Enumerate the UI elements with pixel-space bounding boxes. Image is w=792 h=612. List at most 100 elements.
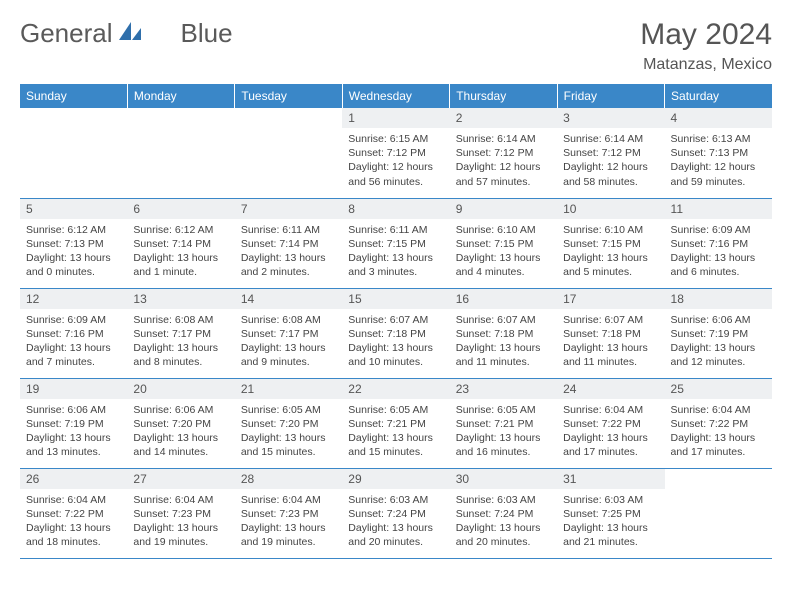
day-number: 19 <box>20 379 127 399</box>
calendar-week-row: 26Sunrise: 6:04 AMSunset: 7:22 PMDayligh… <box>20 468 772 558</box>
day-number: 27 <box>127 469 234 489</box>
calendar-body: 1Sunrise: 6:15 AMSunset: 7:12 PMDaylight… <box>20 108 772 558</box>
day-number: 15 <box>342 289 449 309</box>
day-number: 10 <box>557 199 664 219</box>
brand-text-2: Blue <box>181 18 233 49</box>
day-details: Sunrise: 6:07 AMSunset: 7:18 PMDaylight:… <box>450 309 557 374</box>
calendar-day-cell: 28Sunrise: 6:04 AMSunset: 7:23 PMDayligh… <box>235 468 342 558</box>
calendar-week-row: 12Sunrise: 6:09 AMSunset: 7:16 PMDayligh… <box>20 288 772 378</box>
day-number: 7 <box>235 199 342 219</box>
day-details: Sunrise: 6:08 AMSunset: 7:17 PMDaylight:… <box>235 309 342 374</box>
day-number: 20 <box>127 379 234 399</box>
day-details: Sunrise: 6:09 AMSunset: 7:16 PMDaylight:… <box>20 309 127 374</box>
calendar-day-cell: 10Sunrise: 6:10 AMSunset: 7:15 PMDayligh… <box>557 198 664 288</box>
day-details: Sunrise: 6:03 AMSunset: 7:24 PMDaylight:… <box>342 489 449 554</box>
day-number: 23 <box>450 379 557 399</box>
day-number: 31 <box>557 469 664 489</box>
title-block: May 2024 Matanzas, Mexico <box>640 18 772 74</box>
topbar: General Blue May 2024 Matanzas, Mexico <box>20 18 772 74</box>
calendar-day-cell: 7Sunrise: 6:11 AMSunset: 7:14 PMDaylight… <box>235 198 342 288</box>
day-number: 12 <box>20 289 127 309</box>
day-details: Sunrise: 6:06 AMSunset: 7:19 PMDaylight:… <box>20 399 127 464</box>
sail-icon <box>117 18 143 49</box>
brand-logo: General Blue <box>20 18 233 49</box>
day-number: 18 <box>665 289 772 309</box>
day-details: Sunrise: 6:15 AMSunset: 7:12 PMDaylight:… <box>342 128 449 193</box>
day-details: Sunrise: 6:14 AMSunset: 7:12 PMDaylight:… <box>557 128 664 193</box>
weekday-header: Saturday <box>665 84 772 108</box>
weekday-header: Tuesday <box>235 84 342 108</box>
calendar-day-cell: 3Sunrise: 6:14 AMSunset: 7:12 PMDaylight… <box>557 108 664 198</box>
day-details: Sunrise: 6:10 AMSunset: 7:15 PMDaylight:… <box>450 219 557 284</box>
brand-text-1: General <box>20 18 113 49</box>
day-number: 14 <box>235 289 342 309</box>
day-details: Sunrise: 6:11 AMSunset: 7:14 PMDaylight:… <box>235 219 342 284</box>
day-number: 5 <box>20 199 127 219</box>
calendar-day-cell: 9Sunrise: 6:10 AMSunset: 7:15 PMDaylight… <box>450 198 557 288</box>
weekday-header: Monday <box>127 84 234 108</box>
weekday-header: Friday <box>557 84 664 108</box>
calendar-day-cell: 15Sunrise: 6:07 AMSunset: 7:18 PMDayligh… <box>342 288 449 378</box>
day-number: 22 <box>342 379 449 399</box>
calendar-day-cell: 27Sunrise: 6:04 AMSunset: 7:23 PMDayligh… <box>127 468 234 558</box>
calendar-day-cell: 24Sunrise: 6:04 AMSunset: 7:22 PMDayligh… <box>557 378 664 468</box>
weekday-header: Thursday <box>450 84 557 108</box>
calendar-day-cell: 2Sunrise: 6:14 AMSunset: 7:12 PMDaylight… <box>450 108 557 198</box>
calendar-day-cell: 22Sunrise: 6:05 AMSunset: 7:21 PMDayligh… <box>342 378 449 468</box>
day-details: Sunrise: 6:06 AMSunset: 7:19 PMDaylight:… <box>665 309 772 374</box>
day-details: Sunrise: 6:04 AMSunset: 7:22 PMDaylight:… <box>557 399 664 464</box>
day-details: Sunrise: 6:07 AMSunset: 7:18 PMDaylight:… <box>342 309 449 374</box>
calendar-day-cell: 5Sunrise: 6:12 AMSunset: 7:13 PMDaylight… <box>20 198 127 288</box>
day-number: 2 <box>450 108 557 128</box>
day-details: Sunrise: 6:12 AMSunset: 7:13 PMDaylight:… <box>20 219 127 284</box>
day-details: Sunrise: 6:09 AMSunset: 7:16 PMDaylight:… <box>665 219 772 284</box>
day-number: 29 <box>342 469 449 489</box>
calendar-empty-cell <box>20 108 127 198</box>
calendar-day-cell: 18Sunrise: 6:06 AMSunset: 7:19 PMDayligh… <box>665 288 772 378</box>
calendar-day-cell: 17Sunrise: 6:07 AMSunset: 7:18 PMDayligh… <box>557 288 664 378</box>
day-number: 25 <box>665 379 772 399</box>
calendar-week-row: 19Sunrise: 6:06 AMSunset: 7:19 PMDayligh… <box>20 378 772 468</box>
calendar-empty-cell <box>665 468 772 558</box>
day-details: Sunrise: 6:05 AMSunset: 7:21 PMDaylight:… <box>342 399 449 464</box>
calendar-day-cell: 23Sunrise: 6:05 AMSunset: 7:21 PMDayligh… <box>450 378 557 468</box>
calendar-day-cell: 11Sunrise: 6:09 AMSunset: 7:16 PMDayligh… <box>665 198 772 288</box>
day-details: Sunrise: 6:03 AMSunset: 7:24 PMDaylight:… <box>450 489 557 554</box>
calendar-day-cell: 31Sunrise: 6:03 AMSunset: 7:25 PMDayligh… <box>557 468 664 558</box>
calendar-day-cell: 19Sunrise: 6:06 AMSunset: 7:19 PMDayligh… <box>20 378 127 468</box>
day-details: Sunrise: 6:10 AMSunset: 7:15 PMDaylight:… <box>557 219 664 284</box>
calendar-table: SundayMondayTuesdayWednesdayThursdayFrid… <box>20 84 772 559</box>
calendar-week-row: 5Sunrise: 6:12 AMSunset: 7:13 PMDaylight… <box>20 198 772 288</box>
day-number: 13 <box>127 289 234 309</box>
location: Matanzas, Mexico <box>640 56 772 74</box>
day-details: Sunrise: 6:13 AMSunset: 7:13 PMDaylight:… <box>665 128 772 193</box>
day-details: Sunrise: 6:05 AMSunset: 7:21 PMDaylight:… <box>450 399 557 464</box>
day-details: Sunrise: 6:04 AMSunset: 7:23 PMDaylight:… <box>127 489 234 554</box>
day-number: 11 <box>665 199 772 219</box>
weekday-header: Wednesday <box>342 84 449 108</box>
calendar-week-row: 1Sunrise: 6:15 AMSunset: 7:12 PMDaylight… <box>20 108 772 198</box>
calendar-day-cell: 14Sunrise: 6:08 AMSunset: 7:17 PMDayligh… <box>235 288 342 378</box>
day-details: Sunrise: 6:05 AMSunset: 7:20 PMDaylight:… <box>235 399 342 464</box>
calendar-day-cell: 29Sunrise: 6:03 AMSunset: 7:24 PMDayligh… <box>342 468 449 558</box>
day-number: 16 <box>450 289 557 309</box>
calendar-day-cell: 13Sunrise: 6:08 AMSunset: 7:17 PMDayligh… <box>127 288 234 378</box>
calendar-day-cell: 1Sunrise: 6:15 AMSunset: 7:12 PMDaylight… <box>342 108 449 198</box>
day-details: Sunrise: 6:12 AMSunset: 7:14 PMDaylight:… <box>127 219 234 284</box>
day-details: Sunrise: 6:03 AMSunset: 7:25 PMDaylight:… <box>557 489 664 554</box>
day-number: 9 <box>450 199 557 219</box>
calendar-day-cell: 16Sunrise: 6:07 AMSunset: 7:18 PMDayligh… <box>450 288 557 378</box>
day-number: 30 <box>450 469 557 489</box>
day-details: Sunrise: 6:08 AMSunset: 7:17 PMDaylight:… <box>127 309 234 374</box>
weekday-header: Sunday <box>20 84 127 108</box>
day-details: Sunrise: 6:04 AMSunset: 7:23 PMDaylight:… <box>235 489 342 554</box>
calendar-day-cell: 4Sunrise: 6:13 AMSunset: 7:13 PMDaylight… <box>665 108 772 198</box>
day-number: 3 <box>557 108 664 128</box>
calendar-day-cell: 20Sunrise: 6:06 AMSunset: 7:20 PMDayligh… <box>127 378 234 468</box>
calendar-day-cell: 30Sunrise: 6:03 AMSunset: 7:24 PMDayligh… <box>450 468 557 558</box>
day-number: 24 <box>557 379 664 399</box>
month-title: May 2024 <box>640 18 772 52</box>
day-number: 21 <box>235 379 342 399</box>
day-number: 4 <box>665 108 772 128</box>
calendar-day-cell: 8Sunrise: 6:11 AMSunset: 7:15 PMDaylight… <box>342 198 449 288</box>
